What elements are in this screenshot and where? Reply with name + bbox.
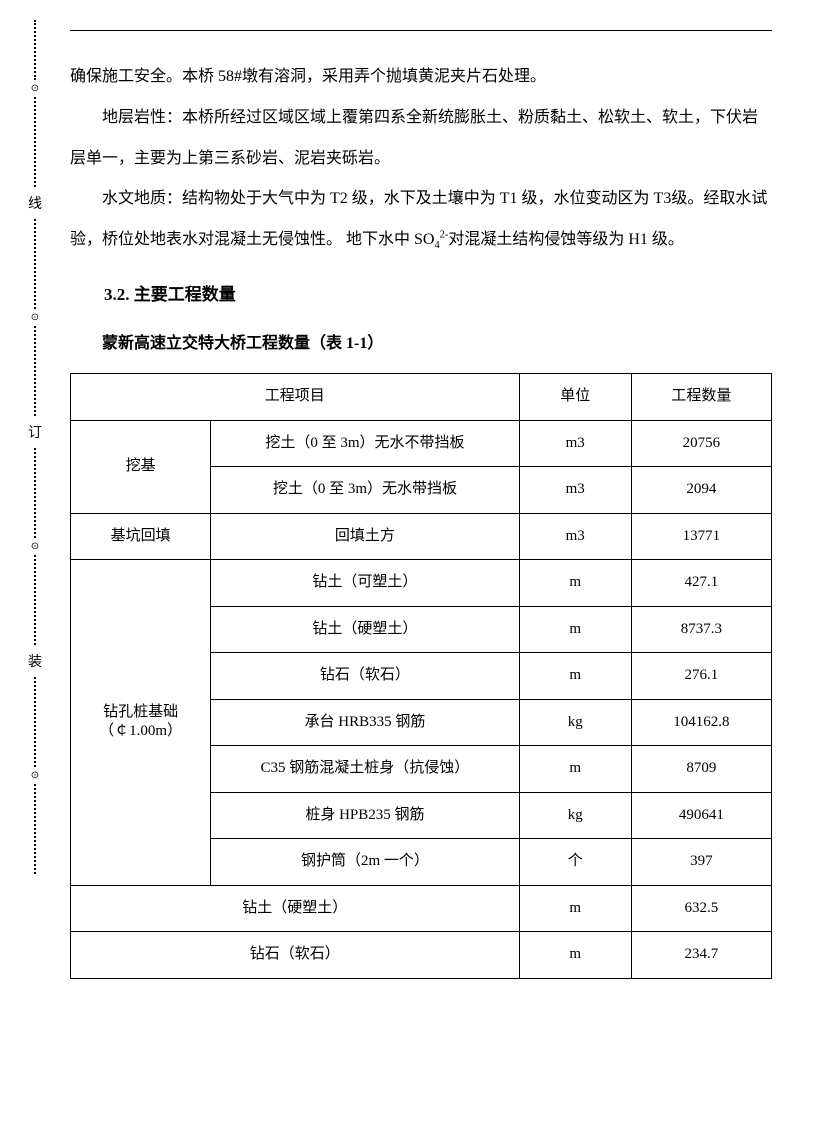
cell-item: 钻土（硬塑土） [71,885,520,932]
cell-qty: 13771 [631,513,771,560]
binding-label-top: 线 [28,193,42,213]
cell-item: 钻土（可塑土） [211,560,519,607]
cell-qty: 234.7 [631,932,771,979]
paragraph: 地层岩性：本桥所经过区域区域上覆第四系全新统膨胀土、粉质黏土、松软土、软土，下伏… [70,98,772,180]
table-row: 钻孔桩基础（￠1.00m）钻土（可塑土）m427.1 [71,560,772,607]
cell-unit: m [519,885,631,932]
cell-qty: 20756 [631,420,771,467]
cell-qty: 397 [631,839,771,886]
cell-group-label: 钻孔桩基础（￠1.00m） [71,560,211,886]
binding-label-bot: 装 [28,651,42,671]
cell-unit: kg [519,792,631,839]
cell-unit: 个 [519,839,631,886]
table-row: 基坑回填回填土方m313771 [71,513,772,560]
table-header-row: 工程项目单位工程数量 [71,374,772,421]
cell-unit: m [519,560,631,607]
cell-item: 承台 HRB335 钢筋 [211,699,519,746]
binding-margin: ⊙ 线 ⊙ 订 ⊙ 装 ⊙ [20,20,50,1122]
subscript: 4 [434,240,439,251]
binding-dot-icon: ⊙ [31,541,39,552]
cell-item: 钻石（软石） [71,932,520,979]
section-heading: 3.2. 主要工程数量 [70,273,772,316]
cell-qty: 8709 [631,746,771,793]
page: ⊙ 线 ⊙ 订 ⊙ 装 ⊙ 确保施工安全。本桥 58#墩有溶洞，采用弄个抛填黄泥… [0,0,822,1142]
cell-unit: m3 [519,513,631,560]
binding-label-mid: 订 [28,422,42,442]
table-header-qty: 工程数量 [631,374,771,421]
page-top-rule [70,30,772,31]
cell-unit: m [519,653,631,700]
quantity-table: 工程项目单位工程数量挖基挖土（0 至 3m）无水不带挡板m320756挖土（0 … [70,373,772,979]
cell-item: 挖土（0 至 3m）无水带挡板 [211,467,519,514]
cell-unit: m [519,746,631,793]
cell-qty: 104162.8 [631,699,771,746]
cell-item: 钻土（硬塑土） [211,606,519,653]
binding-dot-icon: ⊙ [31,770,39,781]
cell-group-label: 基坑回填 [71,513,211,560]
cell-unit: m [519,932,631,979]
cell-qty: 2094 [631,467,771,514]
cell-item: 钻石（软石） [211,653,519,700]
binding-dot-icon: ⊙ [31,83,39,94]
paragraph: 水文地质：结构物处于大气中为 T2 级，水下及土壤中为 T1 级，水位变动区为 … [70,179,772,261]
cell-qty: 8737.3 [631,606,771,653]
binding-dot-icon: ⊙ [31,312,39,323]
paragraph: 确保施工安全。本桥 58#墩有溶洞，采用弄个抛填黄泥夹片石处理。 [70,57,772,98]
cell-qty: 490641 [631,792,771,839]
cell-item: 挖土（0 至 3m）无水不带挡板 [211,420,519,467]
cell-qty: 427.1 [631,560,771,607]
table-row: 钻石（软石）m234.7 [71,932,772,979]
paragraph-text: 对混凝土结构侵蚀等级为 H1 级。 [448,231,684,248]
table-header-unit: 单位 [519,374,631,421]
table-header-project: 工程项目 [71,374,520,421]
cell-item: C35 钢筋混凝土桩身（抗侵蚀） [211,746,519,793]
cell-unit: m [519,606,631,653]
cell-qty: 632.5 [631,885,771,932]
cell-unit: m3 [519,467,631,514]
table-row: 挖基挖土（0 至 3m）无水不带挡板m320756 [71,420,772,467]
cell-qty: 276.1 [631,653,771,700]
cell-item: 回填土方 [211,513,519,560]
cell-group-label: 挖基 [71,420,211,513]
cell-item: 钢护筒（2m 一个） [211,839,519,886]
cell-unit: kg [519,699,631,746]
cell-item: 桩身 HPB235 钢筋 [211,792,519,839]
table-row: 钻土（硬塑土）m632.5 [71,885,772,932]
table-caption: 蒙新高速立交特大桥工程数量（表 1-1） [70,324,772,365]
cell-unit: m3 [519,420,631,467]
body-text: 确保施工安全。本桥 58#墩有溶洞，采用弄个抛填黄泥夹片石处理。 地层岩性：本桥… [70,57,772,979]
